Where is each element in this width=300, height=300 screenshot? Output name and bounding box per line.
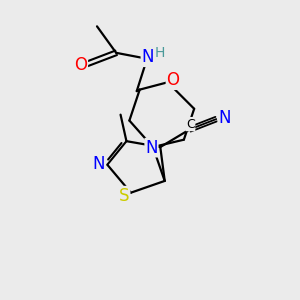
Text: O: O — [74, 56, 87, 74]
Text: C: C — [186, 118, 195, 130]
Text: N: N — [145, 139, 158, 157]
Text: H: H — [155, 46, 166, 60]
Text: N: N — [218, 109, 231, 127]
Text: S: S — [119, 187, 130, 205]
Text: N: N — [93, 155, 105, 173]
Text: N: N — [141, 48, 154, 66]
Text: O: O — [167, 71, 179, 89]
